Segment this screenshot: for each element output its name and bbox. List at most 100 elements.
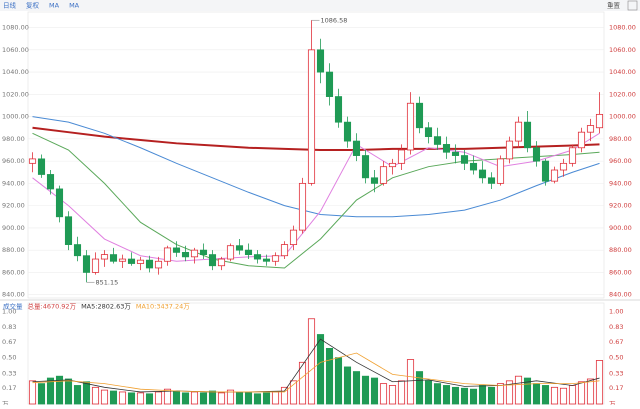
candle-body xyxy=(271,255,280,262)
y-tick-label-right: 880.00 xyxy=(609,246,632,254)
volume-bar xyxy=(586,378,595,405)
volume-legend: 总量:4670.92万 xyxy=(28,302,77,311)
candle-body xyxy=(514,121,523,142)
moving-average-line xyxy=(32,132,600,269)
candle-body xyxy=(145,259,154,269)
candle-body xyxy=(541,160,550,182)
y-tick-label: 0.33 xyxy=(2,369,16,377)
candle-body xyxy=(433,136,442,145)
y-tick-label-right: 0.83 xyxy=(609,323,623,331)
y-tick-label: 980.00 xyxy=(2,135,25,143)
settings-icon[interactable] xyxy=(627,0,638,11)
candle-body xyxy=(415,102,424,129)
candle-body xyxy=(163,247,172,262)
toolbar-button[interactable]: MA xyxy=(69,2,80,10)
candle-body xyxy=(496,158,505,184)
candle-body xyxy=(550,169,559,182)
candle-body xyxy=(478,169,487,179)
volume-bar xyxy=(595,360,604,405)
toolbar-button[interactable]: MA xyxy=(49,2,60,10)
volume-bar xyxy=(352,371,361,405)
y-tick-label-right: 980.00 xyxy=(609,135,632,143)
y-tick-label: 万 xyxy=(2,400,9,405)
volume-bar xyxy=(136,392,145,405)
volume-bar xyxy=(253,393,262,405)
candle-body xyxy=(100,254,109,260)
toolbar xyxy=(0,0,640,11)
volume-bar xyxy=(577,381,586,405)
candle-body xyxy=(325,71,334,97)
volume-bar xyxy=(280,386,289,405)
max-label: 1086.58 xyxy=(321,16,348,24)
min-label: 851.15 xyxy=(96,278,119,286)
volume-bar xyxy=(163,388,172,405)
volume-bar xyxy=(460,387,469,405)
volume-bar xyxy=(181,392,190,405)
volume-bar xyxy=(541,385,550,405)
volume-bar xyxy=(55,375,64,405)
y-tick-label: 1080.00 xyxy=(2,24,29,32)
y-tick-label-right: 840.00 xyxy=(609,291,632,299)
y-tick-label-right: 1080.00 xyxy=(609,24,636,32)
candle-body xyxy=(64,216,73,245)
volume-bar xyxy=(451,386,460,405)
candle-body xyxy=(235,245,244,251)
volume-bar xyxy=(388,385,397,405)
candle-body xyxy=(199,249,208,255)
volume-bar xyxy=(568,385,577,405)
volume-bar xyxy=(28,380,37,405)
volume-bar xyxy=(82,381,91,405)
candle-body xyxy=(46,174,55,190)
volume-legend: MA10:3437.24万 xyxy=(136,303,190,311)
candle-body xyxy=(190,249,199,258)
volume-bar xyxy=(532,383,541,405)
y-tick-label: 0.17 xyxy=(2,384,16,392)
volume-legend: 成交量 xyxy=(3,302,23,311)
candle-body xyxy=(73,244,82,257)
volume-bar xyxy=(334,357,343,405)
volume-bar xyxy=(100,389,109,405)
volume-bar xyxy=(208,390,217,405)
candle-body xyxy=(505,140,514,160)
volume-bar xyxy=(559,387,568,405)
candle-body xyxy=(136,259,145,264)
candle-body xyxy=(361,155,370,179)
volume-bar xyxy=(379,383,388,405)
candle-body xyxy=(316,49,325,73)
candle-body xyxy=(127,258,136,264)
candle-body xyxy=(352,140,361,156)
candle-body xyxy=(82,255,91,273)
y-tick-label-right: 1060.00 xyxy=(609,46,636,54)
volume-bar xyxy=(514,375,523,405)
y-tick-label: 900.00 xyxy=(2,224,25,232)
volume-bar xyxy=(316,334,325,405)
candle-body xyxy=(28,158,37,164)
y-tick-label-right: 万 xyxy=(609,400,616,405)
candle-body xyxy=(55,188,64,218)
candle-body xyxy=(334,96,343,123)
y-tick-label-right: 0.67 xyxy=(609,338,623,346)
volume-legend: MA5:2802.63万 xyxy=(81,303,131,311)
candle-body xyxy=(586,125,595,133)
candle-body xyxy=(406,102,415,151)
toolbar-button[interactable]: 复权 xyxy=(26,1,40,10)
volume-bar xyxy=(442,385,451,405)
y-tick-label: 1040.00 xyxy=(2,68,29,76)
moving-average-line xyxy=(32,132,600,262)
candle-body xyxy=(568,147,577,164)
candle-body xyxy=(343,121,352,142)
y-tick-label-right: 940.00 xyxy=(609,179,632,187)
volume-bar xyxy=(325,348,334,405)
volume-bar xyxy=(505,380,514,405)
candle-body xyxy=(307,49,316,184)
reset-button[interactable]: 重置 xyxy=(607,2,621,10)
candle-body xyxy=(262,258,271,262)
candle-body xyxy=(424,127,433,138)
candle-body xyxy=(397,149,406,164)
toolbar-button[interactable]: 日线 xyxy=(3,1,17,10)
volume-bar xyxy=(307,318,316,405)
candle-body xyxy=(487,177,496,184)
volume-bar xyxy=(73,385,82,405)
candle-body xyxy=(244,249,253,255)
candle-body xyxy=(172,247,181,253)
